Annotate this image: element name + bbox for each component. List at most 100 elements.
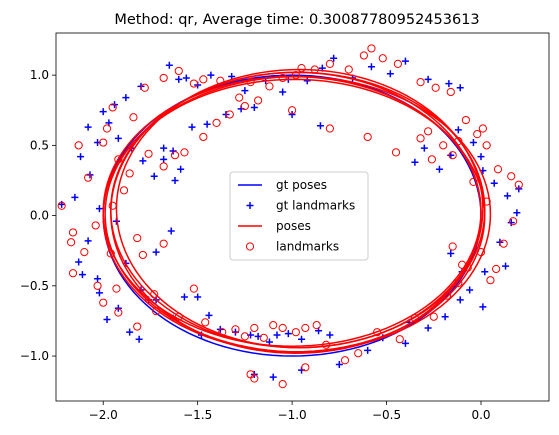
landmark-point — [458, 260, 467, 269]
landmark-point — [250, 374, 259, 383]
landmark-point — [482, 197, 491, 206]
landmark-point — [469, 177, 478, 186]
gt-landmark-point — [441, 313, 449, 321]
landmark-point — [325, 59, 334, 69]
gt-landmark-point — [466, 286, 474, 294]
landmark-point — [478, 124, 487, 133]
landmark-point — [93, 281, 102, 290]
y-tick-label: 0.5 — [30, 138, 49, 152]
gt-landmark-point — [386, 70, 394, 78]
gt-landmark-point — [364, 346, 372, 354]
landmark-point — [246, 78, 255, 87]
gt-landmark-point — [75, 258, 83, 266]
landmark-point — [80, 248, 89, 257]
landmark-point — [159, 162, 168, 171]
landmark-point — [395, 335, 404, 344]
landmark-point — [514, 180, 523, 189]
gt-landmark-point — [269, 373, 277, 381]
landmark-point — [454, 137, 463, 146]
plot-frame — [55, 32, 550, 402]
landmark-point — [125, 169, 134, 178]
landmark-point — [322, 340, 331, 349]
gt-landmark-point — [188, 123, 196, 131]
landmark-point — [189, 284, 198, 293]
landmark-point — [486, 276, 495, 285]
landmark-point — [448, 151, 457, 160]
gt-landmark-point — [160, 144, 168, 152]
gt-landmark-point — [481, 268, 489, 276]
gt-landmark-point — [95, 205, 103, 213]
legend-label: landmarks — [276, 240, 339, 254]
gt-landmark-point — [401, 339, 409, 347]
landmark-point — [359, 51, 368, 60]
gt-landmark-point — [241, 87, 249, 95]
landmark-point — [108, 103, 117, 112]
landmark-point — [278, 323, 287, 333]
gt-landmark-point — [507, 219, 515, 227]
gt-landmark-point — [194, 293, 202, 301]
landmark-point — [199, 132, 208, 142]
x-tick-label: −0.5 — [372, 408, 401, 422]
landmark-point — [99, 298, 108, 307]
gt-landmark-point — [175, 75, 183, 83]
landmark-point — [102, 124, 112, 133]
gt-landmark-point — [445, 80, 453, 88]
gt-landmark-point — [477, 153, 485, 161]
gt-landmark-point — [139, 157, 147, 165]
gt-landmark-point — [177, 165, 185, 173]
gt-landmark-point — [169, 147, 177, 155]
landmark-point — [454, 278, 463, 288]
landmark-point — [461, 115, 470, 125]
landmark-point — [114, 155, 123, 164]
gt-landmark-point — [490, 179, 498, 187]
landmark-point — [57, 201, 66, 210]
gt-landmark-point — [273, 331, 281, 339]
gt-landmark-point — [77, 153, 85, 161]
legend-label: gt landmarks — [276, 199, 355, 213]
gt-landmark-point — [515, 185, 523, 193]
landmark-point — [410, 314, 419, 323]
gt-landmark-point — [284, 330, 292, 338]
gt-landmark-point — [180, 293, 188, 301]
gt-landmark-point — [99, 108, 107, 116]
gt-landmark-point — [479, 303, 487, 311]
landmark-point — [291, 328, 300, 337]
landmark-point — [133, 322, 142, 331]
gt-landmark-point — [71, 193, 79, 201]
landmark-point — [344, 65, 353, 74]
gt-landmark-point — [182, 74, 190, 82]
landmark-point — [67, 238, 76, 247]
gt-landmark-point — [330, 54, 338, 62]
gt-landmark-point — [114, 304, 122, 312]
gt-landmark-point — [114, 134, 122, 142]
y-axis-ticks: −1.0 −0.5 0.0 0.5 1.0 — [20, 68, 56, 363]
y-tick-label: −0.5 — [20, 279, 49, 293]
x-tick-label: −1.5 — [183, 408, 212, 422]
gt-landmark-point — [250, 103, 258, 111]
gt-landmark-point — [401, 57, 409, 65]
landmark-point — [509, 217, 518, 226]
landmark-point — [493, 165, 503, 174]
x-axis-ticks: −2.0 −1.5 −1.0 −0.5 0.0 — [89, 401, 491, 422]
gt-landmark-point — [367, 63, 375, 71]
landmark-point — [446, 87, 455, 97]
gt-landmark-point — [203, 120, 211, 128]
gt-landmark-point — [454, 126, 462, 134]
landmark-point — [507, 172, 516, 181]
y-tick-label: 0.0 — [30, 209, 49, 223]
landmark-point — [129, 113, 138, 122]
landmark-point — [265, 82, 274, 91]
gt-landmark-point — [502, 262, 510, 270]
landmark-point — [310, 65, 319, 74]
landmark-point — [269, 321, 278, 330]
gt-landmark-point — [447, 250, 455, 258]
legend-plus-swatch — [246, 202, 254, 209]
landmark-point — [427, 155, 436, 164]
gt-landmark-point — [160, 155, 168, 163]
landmark-point — [159, 239, 168, 248]
plot-area — [57, 44, 523, 389]
landmark-point — [431, 83, 440, 92]
landmark-point — [144, 149, 153, 158]
landmark-point — [212, 118, 221, 127]
gt-landmark-point — [152, 248, 160, 256]
